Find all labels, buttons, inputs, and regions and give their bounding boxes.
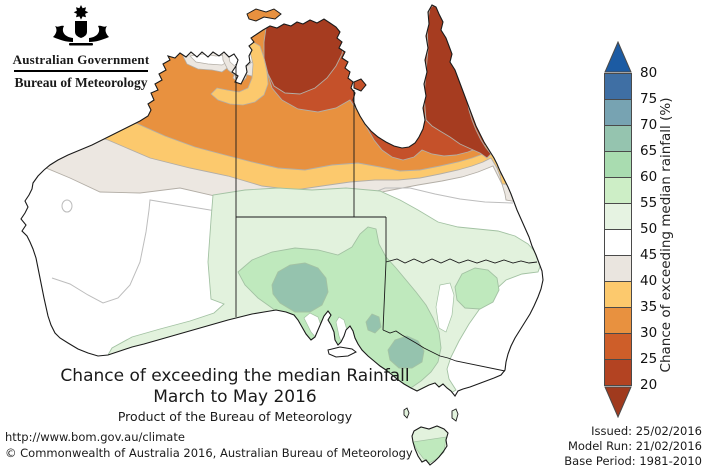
logo-divider	[14, 70, 148, 72]
island-flinders	[451, 408, 459, 422]
island-king	[403, 407, 410, 419]
legend-tick-40: 40	[640, 273, 658, 289]
issued-date: Issued: 25/02/2016	[591, 424, 702, 438]
legend-axis-label: Chance of exceeding median rainfall (%)	[658, 97, 674, 373]
island-melville	[246, 8, 282, 22]
footer-credits: http://www.bom.gov.au/climate © Commonwe…	[5, 429, 413, 461]
map-title-line3: Product of the Bureau of Meteorology	[117, 409, 353, 424]
legend-tick-30: 30	[640, 325, 658, 341]
legend-cell-65-70	[604, 125, 632, 152]
tasmania-coast	[411, 425, 449, 466]
legend-tick-65: 65	[640, 143, 658, 159]
footer-copyright: © Commonwealth of Australia 2016, Austra…	[5, 446, 413, 460]
legend-tick-80: 80	[640, 65, 658, 81]
legend-cell-60-65	[604, 151, 632, 178]
legend-cell-35-40	[604, 281, 632, 308]
legend-tick-25: 25	[640, 351, 658, 367]
band-65-70-gawler	[271, 262, 329, 313]
contour-ring-sharkbay	[61, 199, 73, 213]
legend-tick-75: 75	[640, 91, 658, 107]
band-65-70-murray	[365, 313, 382, 334]
legend-cell-25-30	[604, 333, 632, 360]
legend-tick-55: 55	[640, 195, 658, 211]
white-pocket-west-nsw	[435, 282, 455, 333]
island-kangaroo	[327, 346, 357, 358]
model-run-date: Model Run: 21/02/2016	[567, 439, 702, 453]
gov-title: Australian Government	[12, 52, 150, 67]
coastline-mainland	[20, 4, 544, 397]
legend-tick-50: 50	[640, 221, 658, 237]
legend-cell-55-60	[604, 177, 632, 204]
bureau-title: Bureau of Meteorology	[14, 74, 148, 90]
tasmania-south-green	[412, 436, 447, 464]
legend-cells: 80 75 70 65 60 55 50 45 40 35 30 25 20	[604, 65, 657, 393]
legend-cell-50-55	[604, 203, 632, 230]
legend-tick-60: 60	[640, 169, 658, 185]
legend-cell-45-50	[604, 229, 632, 256]
legend-arrow-down	[604, 386, 632, 418]
title-block: Chance of exceeding the median Rainfall …	[0, 366, 470, 425]
map-title-line1: Chance of exceeding the median Rainfall	[60, 366, 410, 386]
legend-tick-20: 20	[640, 377, 658, 393]
band-65-70-vic	[387, 335, 425, 369]
legend-colorbar: 80 75 70 65 60 55 50 45 40 35 30 25 20	[604, 41, 704, 418]
legend-cell-30-35	[604, 307, 632, 334]
map-title-line2: March to May 2016	[153, 387, 317, 407]
legend-arrow-up	[604, 41, 632, 73]
footer-url: http://www.bom.gov.au/climate	[5, 430, 185, 444]
issue-info: Issued: 25/02/2016 Model Run: 21/02/2016…	[564, 424, 702, 469]
legend-cell-75-80	[604, 73, 632, 100]
island-groote	[353, 78, 367, 92]
legend-cell-40-45	[604, 255, 632, 282]
contour-50-line	[51, 187, 514, 304]
legend-cell-20-25	[604, 359, 632, 386]
legend-tick-35: 35	[640, 299, 658, 315]
band-55-60-green-nsw	[454, 267, 500, 310]
notch-yellow-ring	[210, 41, 269, 106]
base-period: Base Period: 1981-2010	[564, 454, 702, 468]
coat-of-arms-icon	[53, 5, 109, 46]
state-borders	[235, 64, 538, 372]
legend-cell-70-75	[604, 99, 632, 126]
logo-block: Australian Government Bureau of Meteorol…	[12, 4, 150, 90]
legend-tick-45: 45	[640, 247, 658, 263]
legend-tick-70: 70	[640, 117, 658, 133]
